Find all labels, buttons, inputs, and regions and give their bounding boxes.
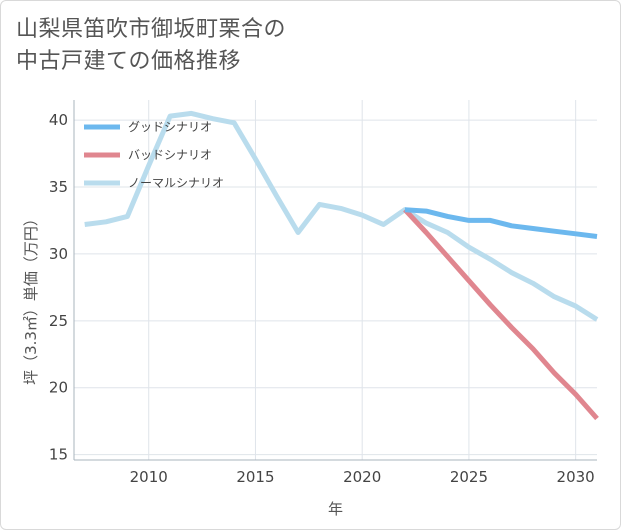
- x-tick-label: 2020: [343, 468, 381, 486]
- series-lines: [84, 110, 599, 421]
- legend-label-bad: バッドシナリオ: [128, 148, 212, 162]
- chart-title-line-2: 中古戸建ての価格推移: [16, 49, 242, 74]
- y-tick-label: 15: [49, 446, 68, 464]
- y-tick-label: 25: [49, 312, 68, 330]
- y-tick-label: 35: [49, 178, 68, 196]
- legend-label-normal: ノーマルシナリオ: [128, 176, 224, 190]
- series-line-good: [404, 207, 598, 239]
- x-tick-label: 2030: [557, 468, 595, 486]
- series-line-normal: [84, 110, 599, 322]
- chart-title: 山梨県笛吹市御坂町栗合の 中古戸建ての価格推移: [16, 14, 286, 78]
- chart-title-line-1: 山梨県笛吹市御坂町栗合の: [16, 17, 287, 42]
- x-tick-label: 2025: [450, 468, 488, 486]
- x-axis-label: 年: [328, 500, 343, 518]
- y-tick-label: 30: [49, 245, 68, 263]
- y-axis-label: 坪（3.3㎡）単価（万円）: [22, 211, 40, 385]
- series-line-bad: [403, 207, 599, 421]
- x-tick-label: 2010: [130, 468, 168, 486]
- x-tick-label: 2015: [236, 468, 274, 486]
- y-tick-label: 40: [49, 111, 68, 129]
- legend-label-good: グッドシナリオ: [128, 120, 212, 134]
- y-tick-label: 20: [49, 379, 68, 397]
